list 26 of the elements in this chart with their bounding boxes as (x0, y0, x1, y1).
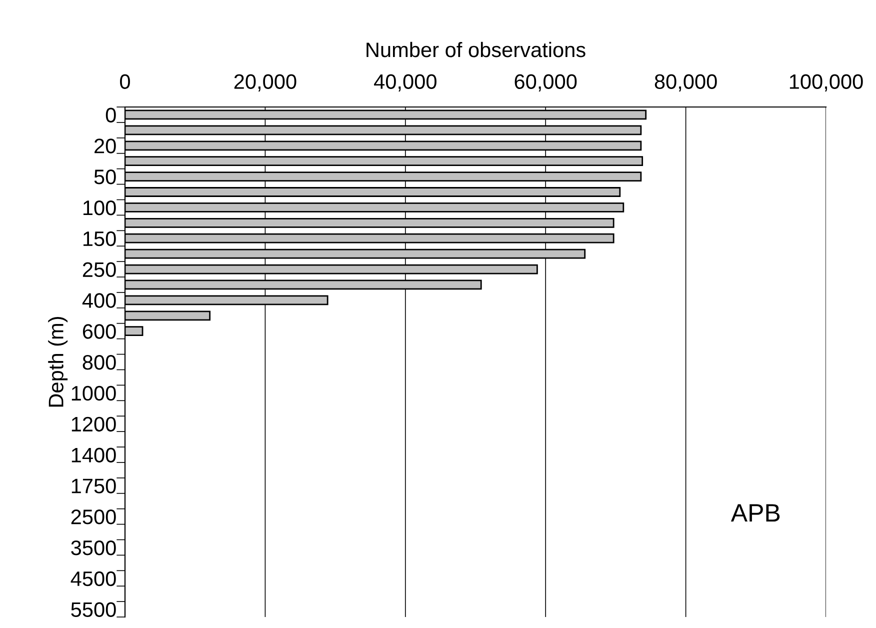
y-tick-label: 1400 (72, 448, 116, 462)
y-tick-label: 800 (82, 355, 116, 370)
y-tick-label: 150 (84, 231, 116, 246)
x-axis-title: Number of observations (366, 42, 586, 58)
x-tick-label: 100,000 (790, 74, 863, 92)
y-tick-label: 1000 (72, 386, 116, 401)
y-tick-label: 100 (84, 200, 116, 216)
y-tick-label: 20 (94, 138, 116, 154)
x-tick-label: 80,000 (654, 74, 717, 92)
x-tick-label: 40,000 (374, 74, 436, 92)
y-tick-label: 600 (82, 324, 116, 339)
y-tick-label: 2500 (71, 510, 116, 524)
y-tick-label: 0 (106, 108, 116, 122)
y-tick-label: 4500 (70, 571, 116, 586)
y-tick-label: 50 (94, 170, 116, 184)
y-axis-title: Depth (m) (48, 316, 68, 407)
y-tick-label: 250 (82, 262, 116, 278)
annotation: APB (730, 504, 780, 522)
x-tick-label: 60,000 (514, 74, 577, 92)
y-tick-label: 400 (82, 293, 116, 308)
y-tick-label: 3500 (71, 540, 116, 556)
x-tick-label: 20,000 (234, 74, 296, 92)
y-tick-label: 5500 (71, 602, 116, 618)
x-tick-label: 0 (120, 74, 130, 89)
y-tick-label: 1750 (72, 478, 116, 494)
y-tick-label: 1200 (72, 416, 116, 432)
